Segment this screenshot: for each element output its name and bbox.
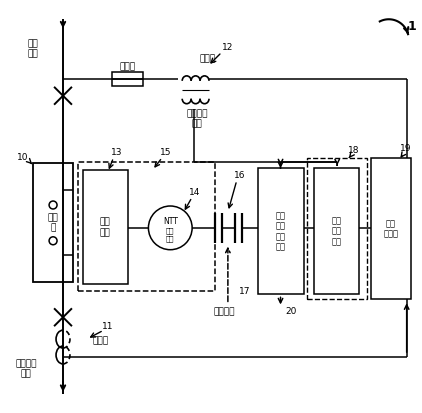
Text: 脱磁
线圈: 脱磁 线圈 [166,228,175,242]
Text: 电压侦测
装置: 电压侦测 装置 [187,109,208,128]
Text: 保护
继电器: 保护 继电器 [383,219,398,239]
Text: 1: 1 [407,20,416,33]
Text: 11: 11 [102,322,114,331]
Text: 断路
器: 断路 器 [48,213,58,233]
Text: 18: 18 [348,146,360,155]
Text: 13: 13 [111,148,122,157]
Text: 12: 12 [222,43,233,52]
Text: NTT: NTT [163,217,178,226]
Text: 比压器: 比压器 [200,55,216,64]
Text: 电流侦测
装置: 电流侦测 装置 [16,359,37,379]
Text: 15: 15 [160,148,171,157]
Bar [78,162,215,292]
Bar [112,72,143,86]
Text: 比流器: 比流器 [93,337,109,346]
Text: 控制
回路
电源: 控制 回路 电源 [332,216,342,246]
Bar [314,168,359,294]
Text: 保险丝: 保险丝 [119,62,135,71]
Text: 19: 19 [400,144,411,153]
Bar [83,170,127,285]
Text: 17: 17 [239,287,251,296]
Bar [307,158,367,299]
Text: 电源
自动
交替
电路: 电源 自动 交替 电路 [276,211,286,252]
Text: 20: 20 [286,307,297,316]
Text: 外部指令: 外部指令 [213,308,235,317]
Text: 16: 16 [234,171,246,180]
Text: 跳脱
机构: 跳脱 机构 [100,218,111,237]
Bar [258,168,304,294]
Text: 14: 14 [189,188,201,197]
Bar [371,158,411,299]
Text: 电力
回路: 电力 回路 [28,39,38,59]
Text: 10: 10 [16,153,28,162]
Bar [33,163,73,282]
